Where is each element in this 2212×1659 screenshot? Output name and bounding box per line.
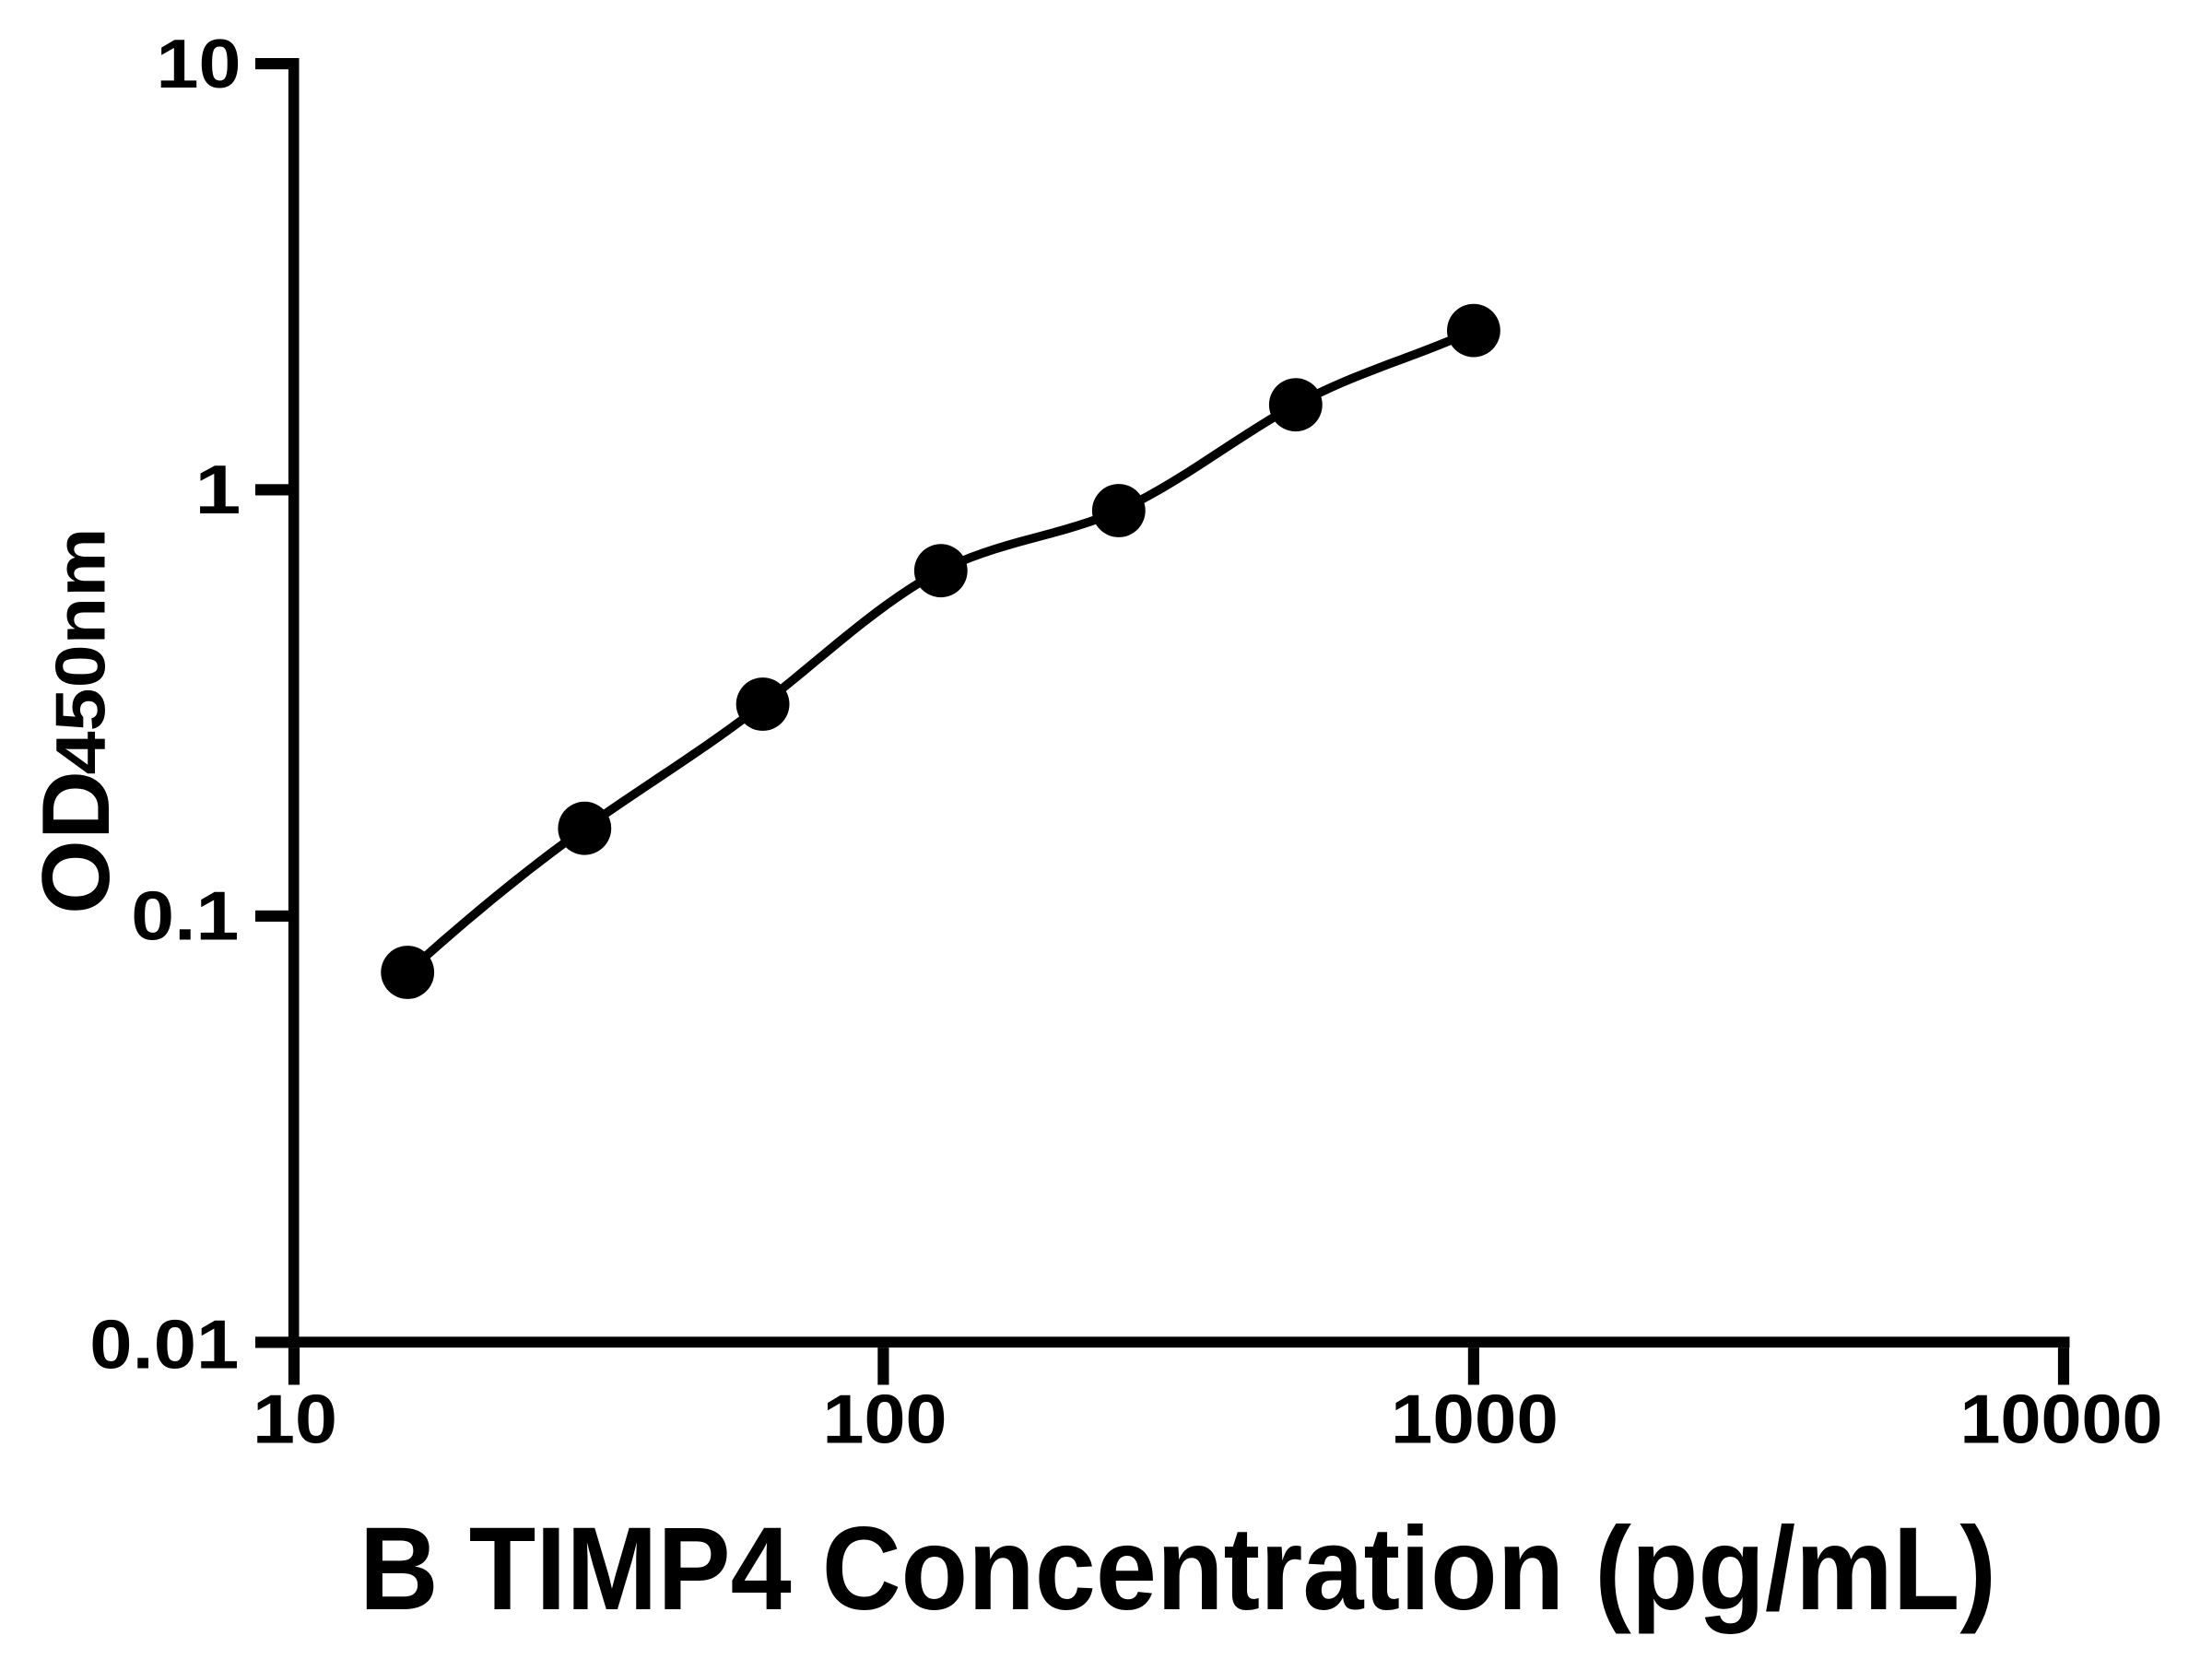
svg-text:450nm: 450nm	[41, 528, 120, 775]
svg-text:10: 10	[157, 25, 241, 102]
svg-text:1: 1	[194, 451, 241, 528]
svg-text:1000: 1000	[1391, 1380, 1559, 1457]
svg-text:OD: OD	[23, 771, 130, 914]
svg-text:10000: 10000	[1960, 1380, 2163, 1457]
svg-text:100: 100	[823, 1380, 947, 1457]
svg-text:0.1: 0.1	[131, 877, 239, 955]
svg-text:B TIMP4 Concentration (pg/mL): B TIMP4 Concentration (pg/mL)	[359, 1503, 1996, 1635]
svg-text:10: 10	[253, 1380, 337, 1457]
svg-text:0.01: 0.01	[89, 1306, 239, 1383]
